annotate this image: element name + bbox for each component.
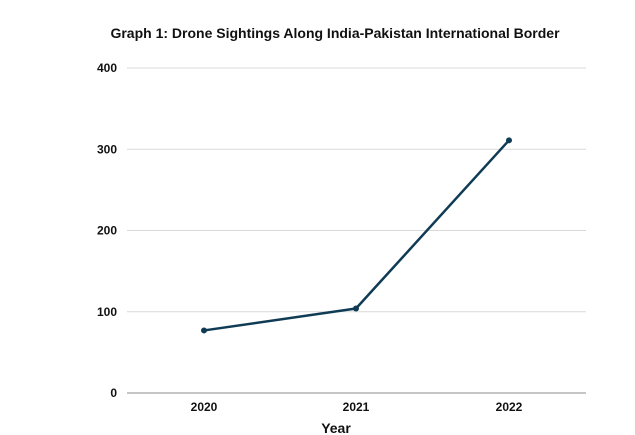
x-tick-label: 2022 [496,400,523,414]
data-point [201,327,207,334]
x-tick-label: 2021 [343,400,370,414]
tick-labels: 0 100 200 300 400 2020 2021 2022 [97,61,523,414]
data-point [353,305,359,312]
gridlines [127,67,586,313]
y-tick-label: 100 [97,305,117,319]
x-axis-label: Year [321,420,351,435]
data-point [506,137,512,144]
y-tick-label: 300 [97,142,117,156]
y-tick-label: 400 [97,61,117,75]
x-tick-label: 2020 [191,400,218,414]
y-tick-label: 0 [110,386,117,400]
y-tick-label: 200 [97,224,117,238]
chart-title: Graph 1: Drone Sightings Along India-Pak… [110,25,560,41]
series-line [202,139,511,332]
data-series [201,137,512,334]
